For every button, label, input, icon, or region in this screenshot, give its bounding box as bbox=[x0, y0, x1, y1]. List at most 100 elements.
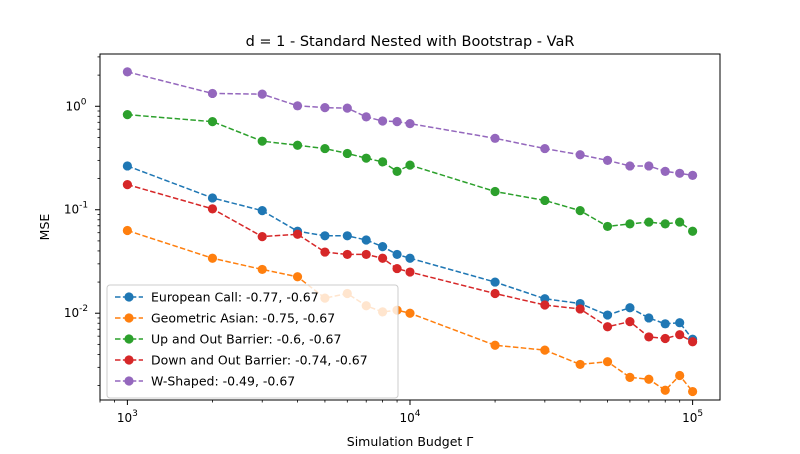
data-point-w-shaped bbox=[540, 143, 550, 154]
y-tick-label: 10-1 bbox=[64, 201, 88, 217]
data-point-w-shaped bbox=[292, 101, 303, 111]
x-axis-label: Simulation Budget Γ bbox=[347, 434, 473, 449]
data-point-w-shaped bbox=[122, 67, 132, 77]
data-point-up-and-out-barrier bbox=[405, 160, 415, 170]
data-point-european-call bbox=[660, 319, 670, 329]
data-point-geometric-asian bbox=[257, 264, 267, 275]
legend-label: Geometric Asian: -0.75, -0.67 bbox=[151, 311, 335, 326]
x-tick-label: 105 bbox=[682, 409, 703, 425]
data-point-w-shaped bbox=[625, 161, 635, 171]
series-down-and-out-barrier bbox=[122, 179, 698, 347]
y-tick-label: 10-2 bbox=[64, 304, 88, 320]
data-point-european-call bbox=[644, 313, 654, 323]
data-point-w-shaped bbox=[361, 112, 371, 122]
data-point-geometric-asian bbox=[540, 345, 550, 355]
series-up-and-out-barrier bbox=[122, 110, 698, 236]
data-point-geometric-asian bbox=[575, 359, 585, 370]
series-w-shaped bbox=[122, 67, 698, 180]
legend-item-w-shaped: W-Shaped: -0.49, -0.67 bbox=[115, 374, 295, 389]
data-point-w-shaped bbox=[378, 116, 388, 126]
legend-marker bbox=[124, 313, 134, 323]
data-point-up-and-out-barrier bbox=[602, 221, 613, 232]
data-point-w-shaped bbox=[675, 168, 685, 178]
data-point-up-and-out-barrier bbox=[575, 206, 585, 216]
data-point-w-shaped bbox=[392, 117, 402, 127]
data-point-w-shaped bbox=[257, 89, 267, 99]
y-axis-label: MSE bbox=[37, 214, 52, 241]
y-tick-label: 100 bbox=[65, 97, 86, 113]
data-point-w-shaped bbox=[575, 150, 585, 160]
data-point-w-shaped bbox=[688, 170, 698, 180]
data-point-up-and-out-barrier bbox=[361, 153, 371, 163]
data-point-geometric-asian bbox=[688, 386, 698, 397]
data-point-european-call bbox=[675, 318, 685, 328]
plot-series-group bbox=[122, 67, 698, 397]
data-point-up-and-out-barrier bbox=[378, 157, 388, 167]
data-point-down-and-out-barrier bbox=[122, 179, 132, 190]
data-point-european-call bbox=[490, 277, 500, 287]
data-point-geometric-asian bbox=[602, 357, 613, 367]
data-point-geometric-asian bbox=[490, 340, 500, 350]
data-point-geometric-asian bbox=[660, 385, 670, 395]
data-point-european-call bbox=[257, 206, 267, 216]
legend-label: European Call: -0.77, -0.67 bbox=[151, 290, 319, 305]
data-point-w-shaped bbox=[207, 88, 218, 99]
data-point-w-shaped bbox=[602, 155, 613, 165]
legend-marker bbox=[124, 334, 134, 344]
data-point-up-and-out-barrier bbox=[292, 140, 303, 150]
x-tick-label: 104 bbox=[399, 409, 420, 425]
data-point-down-and-out-barrier bbox=[688, 337, 698, 347]
data-point-down-and-out-barrier bbox=[675, 330, 685, 340]
data-point-geometric-asian bbox=[675, 370, 685, 381]
legend-label: Down and Out Barrier: -0.74, -0.67 bbox=[151, 353, 368, 368]
data-point-down-and-out-barrier bbox=[292, 229, 303, 239]
data-point-down-and-out-barrier bbox=[405, 267, 415, 277]
data-point-up-and-out-barrier bbox=[207, 117, 218, 127]
data-point-european-call bbox=[342, 231, 352, 241]
data-point-down-and-out-barrier bbox=[625, 316, 635, 327]
data-point-european-call bbox=[625, 303, 635, 313]
legend-item-european-call: European Call: -0.77, -0.67 bbox=[115, 290, 319, 305]
data-point-geometric-asian bbox=[207, 253, 218, 263]
data-point-down-and-out-barrier bbox=[257, 232, 267, 242]
data-point-down-and-out-barrier bbox=[320, 247, 330, 257]
legend-label: Up and Out Barrier: -0.6, -0.67 bbox=[151, 332, 341, 347]
data-point-w-shaped bbox=[342, 103, 352, 113]
data-point-european-call bbox=[602, 310, 613, 320]
data-point-down-and-out-barrier bbox=[644, 332, 654, 342]
data-point-down-and-out-barrier bbox=[540, 300, 550, 310]
data-point-down-and-out-barrier bbox=[361, 249, 371, 260]
y-axis: 10-2 10-1 100 bbox=[64, 56, 100, 386]
data-point-up-and-out-barrier bbox=[540, 195, 550, 206]
data-point-w-shaped bbox=[490, 133, 500, 143]
data-point-up-and-out-barrier bbox=[320, 143, 330, 154]
data-point-geometric-asian bbox=[625, 372, 635, 382]
chart-title: d = 1 - Standard Nested with Bootstrap -… bbox=[246, 34, 575, 50]
data-point-european-call bbox=[122, 161, 132, 171]
data-point-down-and-out-barrier bbox=[602, 322, 613, 332]
data-point-down-and-out-barrier bbox=[207, 204, 218, 214]
data-point-european-call bbox=[320, 231, 330, 241]
data-point-european-call bbox=[405, 253, 415, 263]
data-point-up-and-out-barrier bbox=[644, 217, 654, 227]
legend-item-geometric-asian: Geometric Asian: -0.75, -0.67 bbox=[115, 311, 335, 326]
data-point-european-call bbox=[361, 235, 371, 245]
data-point-down-and-out-barrier bbox=[575, 304, 585, 314]
data-point-down-and-out-barrier bbox=[392, 263, 402, 274]
data-point-w-shaped bbox=[644, 161, 654, 171]
data-point-down-and-out-barrier bbox=[490, 288, 500, 299]
data-point-up-and-out-barrier bbox=[625, 219, 635, 229]
data-point-geometric-asian bbox=[644, 374, 654, 384]
x-tick-label: 103 bbox=[117, 409, 138, 425]
legend-item-up-and-out-barrier: Up and Out Barrier: -0.6, -0.67 bbox=[115, 332, 341, 347]
data-point-up-and-out-barrier bbox=[342, 148, 352, 159]
data-point-european-call bbox=[392, 249, 402, 260]
x-axis: 103 104 105 bbox=[99, 400, 703, 425]
legend-item-down-and-out-barrier: Down and Out Barrier: -0.74, -0.67 bbox=[115, 353, 368, 368]
data-point-up-and-out-barrier bbox=[257, 136, 267, 146]
data-point-up-and-out-barrier bbox=[675, 217, 685, 227]
data-point-european-call bbox=[207, 193, 218, 203]
data-point-geometric-asian bbox=[405, 308, 415, 318]
